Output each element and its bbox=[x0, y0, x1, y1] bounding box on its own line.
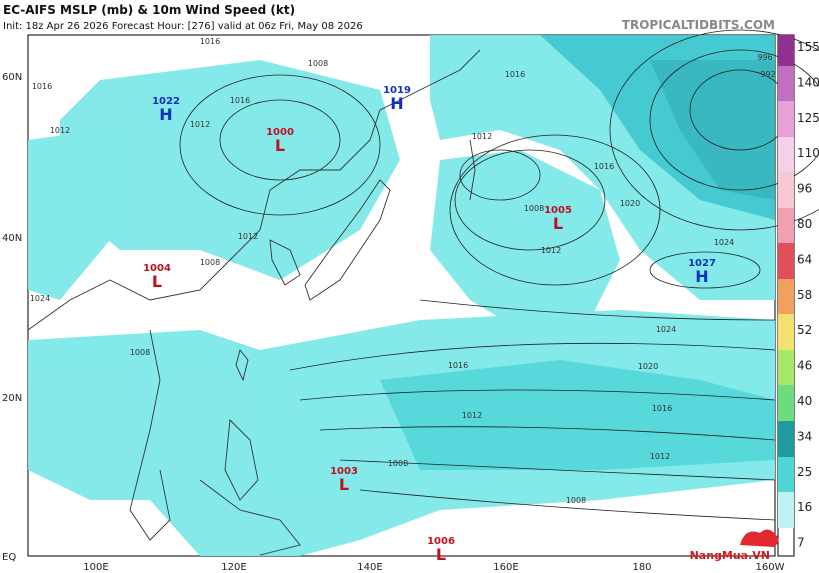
latitude-label: 40N bbox=[2, 233, 22, 244]
colorbar-label: 7 bbox=[797, 536, 805, 550]
source-label: TROPICALTIDBITS.COM bbox=[622, 18, 775, 32]
isobar-label: 992 bbox=[760, 70, 775, 79]
pressure-value: 1022 bbox=[152, 96, 180, 107]
map-title: EC-AIFS MSLP (mb) & 10m Wind Speed (kt) bbox=[3, 3, 295, 17]
isobar-label: 1012 bbox=[541, 246, 561, 255]
longitude-label: 100E bbox=[83, 562, 108, 573]
colorbar-label: 110 bbox=[797, 146, 819, 160]
isobar-label: 1012 bbox=[238, 232, 258, 241]
colorbar-label: 155 bbox=[797, 40, 819, 54]
longitude-label: 160W bbox=[756, 562, 785, 573]
longitude-label: 160E bbox=[493, 562, 518, 573]
pressure-value: 1000 bbox=[266, 127, 294, 138]
pressure-symbol: L bbox=[436, 545, 446, 564]
colorbar-label: 64 bbox=[797, 252, 812, 266]
isobar-label: 1008 bbox=[388, 459, 408, 468]
colorbar-segments bbox=[778, 35, 794, 528]
isobar-label: 1008 bbox=[566, 496, 586, 505]
colorbar-label: 52 bbox=[797, 323, 812, 337]
pressure-symbol: L bbox=[339, 475, 349, 494]
watermark-logo bbox=[740, 529, 779, 547]
pressure-symbol: H bbox=[695, 267, 708, 286]
longitude-label: 120E bbox=[221, 562, 246, 573]
coastlines bbox=[27, 49, 481, 556]
colorbar-label: 140 bbox=[797, 75, 819, 89]
map-subtitle: Init: 18z Apr 26 2026 Forecast Hour: [27… bbox=[3, 21, 363, 32]
isobars bbox=[179, 29, 819, 521]
isobar-label: 1016 bbox=[594, 162, 614, 171]
isobar-label: 1016 bbox=[448, 361, 468, 370]
pressure-symbol: L bbox=[152, 272, 162, 291]
colorbar-label: 25 bbox=[797, 465, 812, 479]
isobar-label: 1020 bbox=[638, 362, 658, 371]
isobar-label: 1024 bbox=[714, 238, 734, 247]
colorbar-label: 80 bbox=[797, 217, 812, 231]
isobar-label: 1016 bbox=[32, 82, 52, 91]
colorbar-label: 40 bbox=[797, 394, 812, 408]
pressure-value: 1003 bbox=[330, 466, 358, 477]
longitude-label: 180 bbox=[632, 562, 651, 573]
colorbar-label: 58 bbox=[797, 288, 812, 302]
isobar-label: 1016 bbox=[200, 37, 220, 46]
colorbar-label: 46 bbox=[797, 359, 812, 373]
isobar-label: 1016 bbox=[230, 96, 250, 105]
longitude-label: 140E bbox=[357, 562, 382, 573]
colorbar-label: 125 bbox=[797, 111, 819, 125]
pressure-value: 1019 bbox=[383, 85, 411, 96]
isobar-label: 1012 bbox=[190, 120, 210, 129]
isobar-label: 1016 bbox=[505, 70, 525, 79]
colorbar-label: 34 bbox=[797, 429, 812, 443]
pressure-value: 1005 bbox=[544, 205, 572, 216]
pressure-symbol: L bbox=[275, 136, 285, 155]
pressure-symbol: H bbox=[390, 94, 403, 113]
colorbar-label: 16 bbox=[797, 500, 812, 514]
isobar-label: 1008 bbox=[308, 59, 328, 68]
wind-shading bbox=[28, 35, 775, 556]
isobar-label: 1008 bbox=[200, 258, 220, 267]
isobar-label: 1012 bbox=[50, 126, 70, 135]
pressure-value: 1004 bbox=[143, 263, 171, 274]
isobar-label: 1012 bbox=[472, 132, 492, 141]
pressure-value: 1027 bbox=[688, 258, 716, 269]
isobar-label: 1024 bbox=[656, 325, 676, 334]
isobar-label: 1020 bbox=[620, 199, 640, 208]
pressure-symbol: L bbox=[553, 214, 563, 233]
colorbar-label: 96 bbox=[797, 182, 812, 196]
latitude-label: EQ bbox=[2, 552, 16, 563]
isobar-label: 1008 bbox=[130, 348, 150, 357]
latitude-label: 60N bbox=[2, 72, 22, 83]
isobar-label: 1012 bbox=[462, 411, 482, 420]
latitude-label: 20N bbox=[2, 393, 22, 404]
isobar-label: 1012 bbox=[650, 452, 670, 461]
pressure-value: 1006 bbox=[427, 536, 455, 547]
pressure-symbol: H bbox=[159, 105, 172, 124]
isobar-label: 996 bbox=[757, 53, 772, 62]
isobar-label: 1024 bbox=[30, 294, 50, 303]
isobar-label: 1008 bbox=[524, 204, 544, 213]
isobar-label: 1016 bbox=[652, 404, 672, 413]
watermark: NangMua.VN bbox=[690, 549, 770, 562]
